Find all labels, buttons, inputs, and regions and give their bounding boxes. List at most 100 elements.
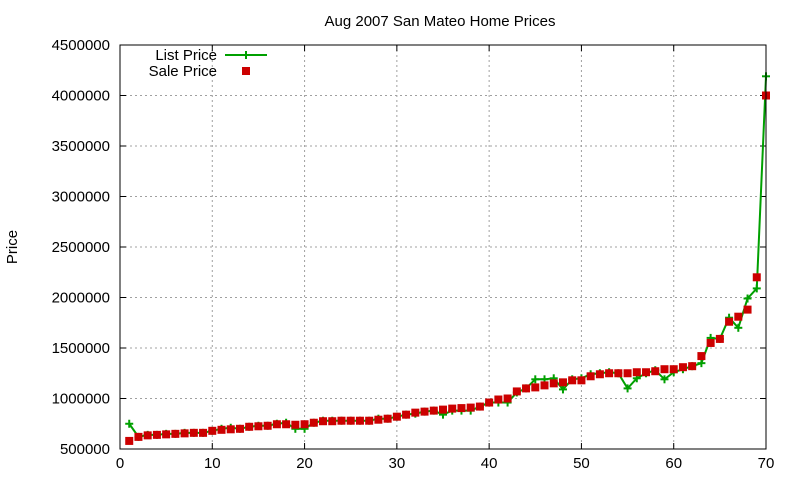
y-tick-label: 500000 [60,441,110,458]
data-point [697,359,706,368]
data-point [346,416,355,425]
data-point [725,317,734,326]
data-point [577,376,586,385]
data-point [614,369,623,378]
data-point [355,416,364,425]
x-tick-label: 50 [573,455,590,472]
x-tick-label: 0 [116,455,124,472]
data-point [475,402,484,411]
x-tick-label: 70 [758,455,775,472]
data-point [660,375,669,384]
x-tick-label: 40 [481,455,498,472]
data-point [752,284,761,293]
data-point [328,417,337,426]
data-point [448,404,457,413]
grid [120,45,766,449]
data-point [531,383,540,392]
data-point [605,369,614,378]
data-point [282,420,291,429]
data-point [235,424,244,433]
y-tick-label: 3000000 [52,189,110,206]
data-point [697,352,706,361]
data-point [125,436,134,445]
data-point [226,425,235,434]
x-tick-label: 10 [204,455,221,472]
y-tick-label: 4000000 [52,88,110,105]
legend-label-sale-price: Sale Price [149,63,217,80]
data-point [669,365,678,374]
data-point [199,428,208,437]
data-point [402,410,411,419]
data-point [300,420,309,429]
data-point [189,428,198,437]
data-point [217,425,226,434]
data-point [254,422,263,431]
data-point [411,408,420,417]
legend-label-list-price: List Price [155,47,217,64]
data-point [309,418,318,427]
data-point [632,368,641,377]
data-point [540,381,549,390]
data-point [439,405,447,414]
data-point [715,334,724,343]
data-point [595,370,604,379]
y-tick-label: 2500000 [52,239,110,256]
x-tick-label: 30 [389,455,406,472]
y-tick-label: 4500000 [52,37,110,54]
data-point [420,407,429,416]
data-point [466,403,475,412]
data-point [642,368,651,377]
data-point [568,376,577,385]
data-point [134,432,143,441]
data-point [549,379,558,388]
y-tick-label: 1500000 [52,340,110,357]
y-tick-label: 3500000 [52,138,110,155]
x-tick-label: 60 [665,455,682,472]
data-point [245,422,254,431]
data-point [208,426,217,435]
series [125,72,770,445]
data-point [272,420,281,429]
legend-swatch-square [242,67,250,75]
data-point [623,384,632,393]
data-point [503,394,512,403]
data-point [743,305,752,314]
data-point [365,416,374,425]
axis-ticks: 0 10 20 30 40 50 60 70 500000 1000000 1500000 20000… [52,37,775,472]
data-point [706,338,715,347]
chart-title: Aug 2007 San Mateo Home Prices [325,13,556,30]
data-point [457,404,466,413]
series-line [128,76,767,438]
data-point [429,406,438,415]
data-point [558,378,567,387]
data-point [143,431,152,440]
data-point [392,412,401,421]
data-point [383,414,392,423]
data-point [171,429,180,438]
data-point [743,294,752,303]
y-axis-label: Price [4,230,21,264]
x-tick-label: 20 [296,455,313,472]
plot-frame [119,44,767,450]
legend-swatch-plus [242,51,250,59]
data-point [180,429,189,438]
data-point [263,421,272,430]
data-point [162,430,171,439]
data-point [558,385,567,394]
data-point [374,415,383,424]
data-point [752,273,761,282]
data-point [485,398,494,407]
data-point [531,375,540,384]
y-tick-label: 1000000 [52,391,110,408]
data-point [319,417,328,426]
data-point [125,419,134,428]
data-point [512,387,521,396]
legend: List Price Sale Price [149,47,267,80]
data-point [337,416,346,425]
series-1 [125,91,770,445]
data-point [586,372,595,381]
data-point [660,365,669,374]
data-point [688,362,697,371]
data-point [651,367,660,376]
